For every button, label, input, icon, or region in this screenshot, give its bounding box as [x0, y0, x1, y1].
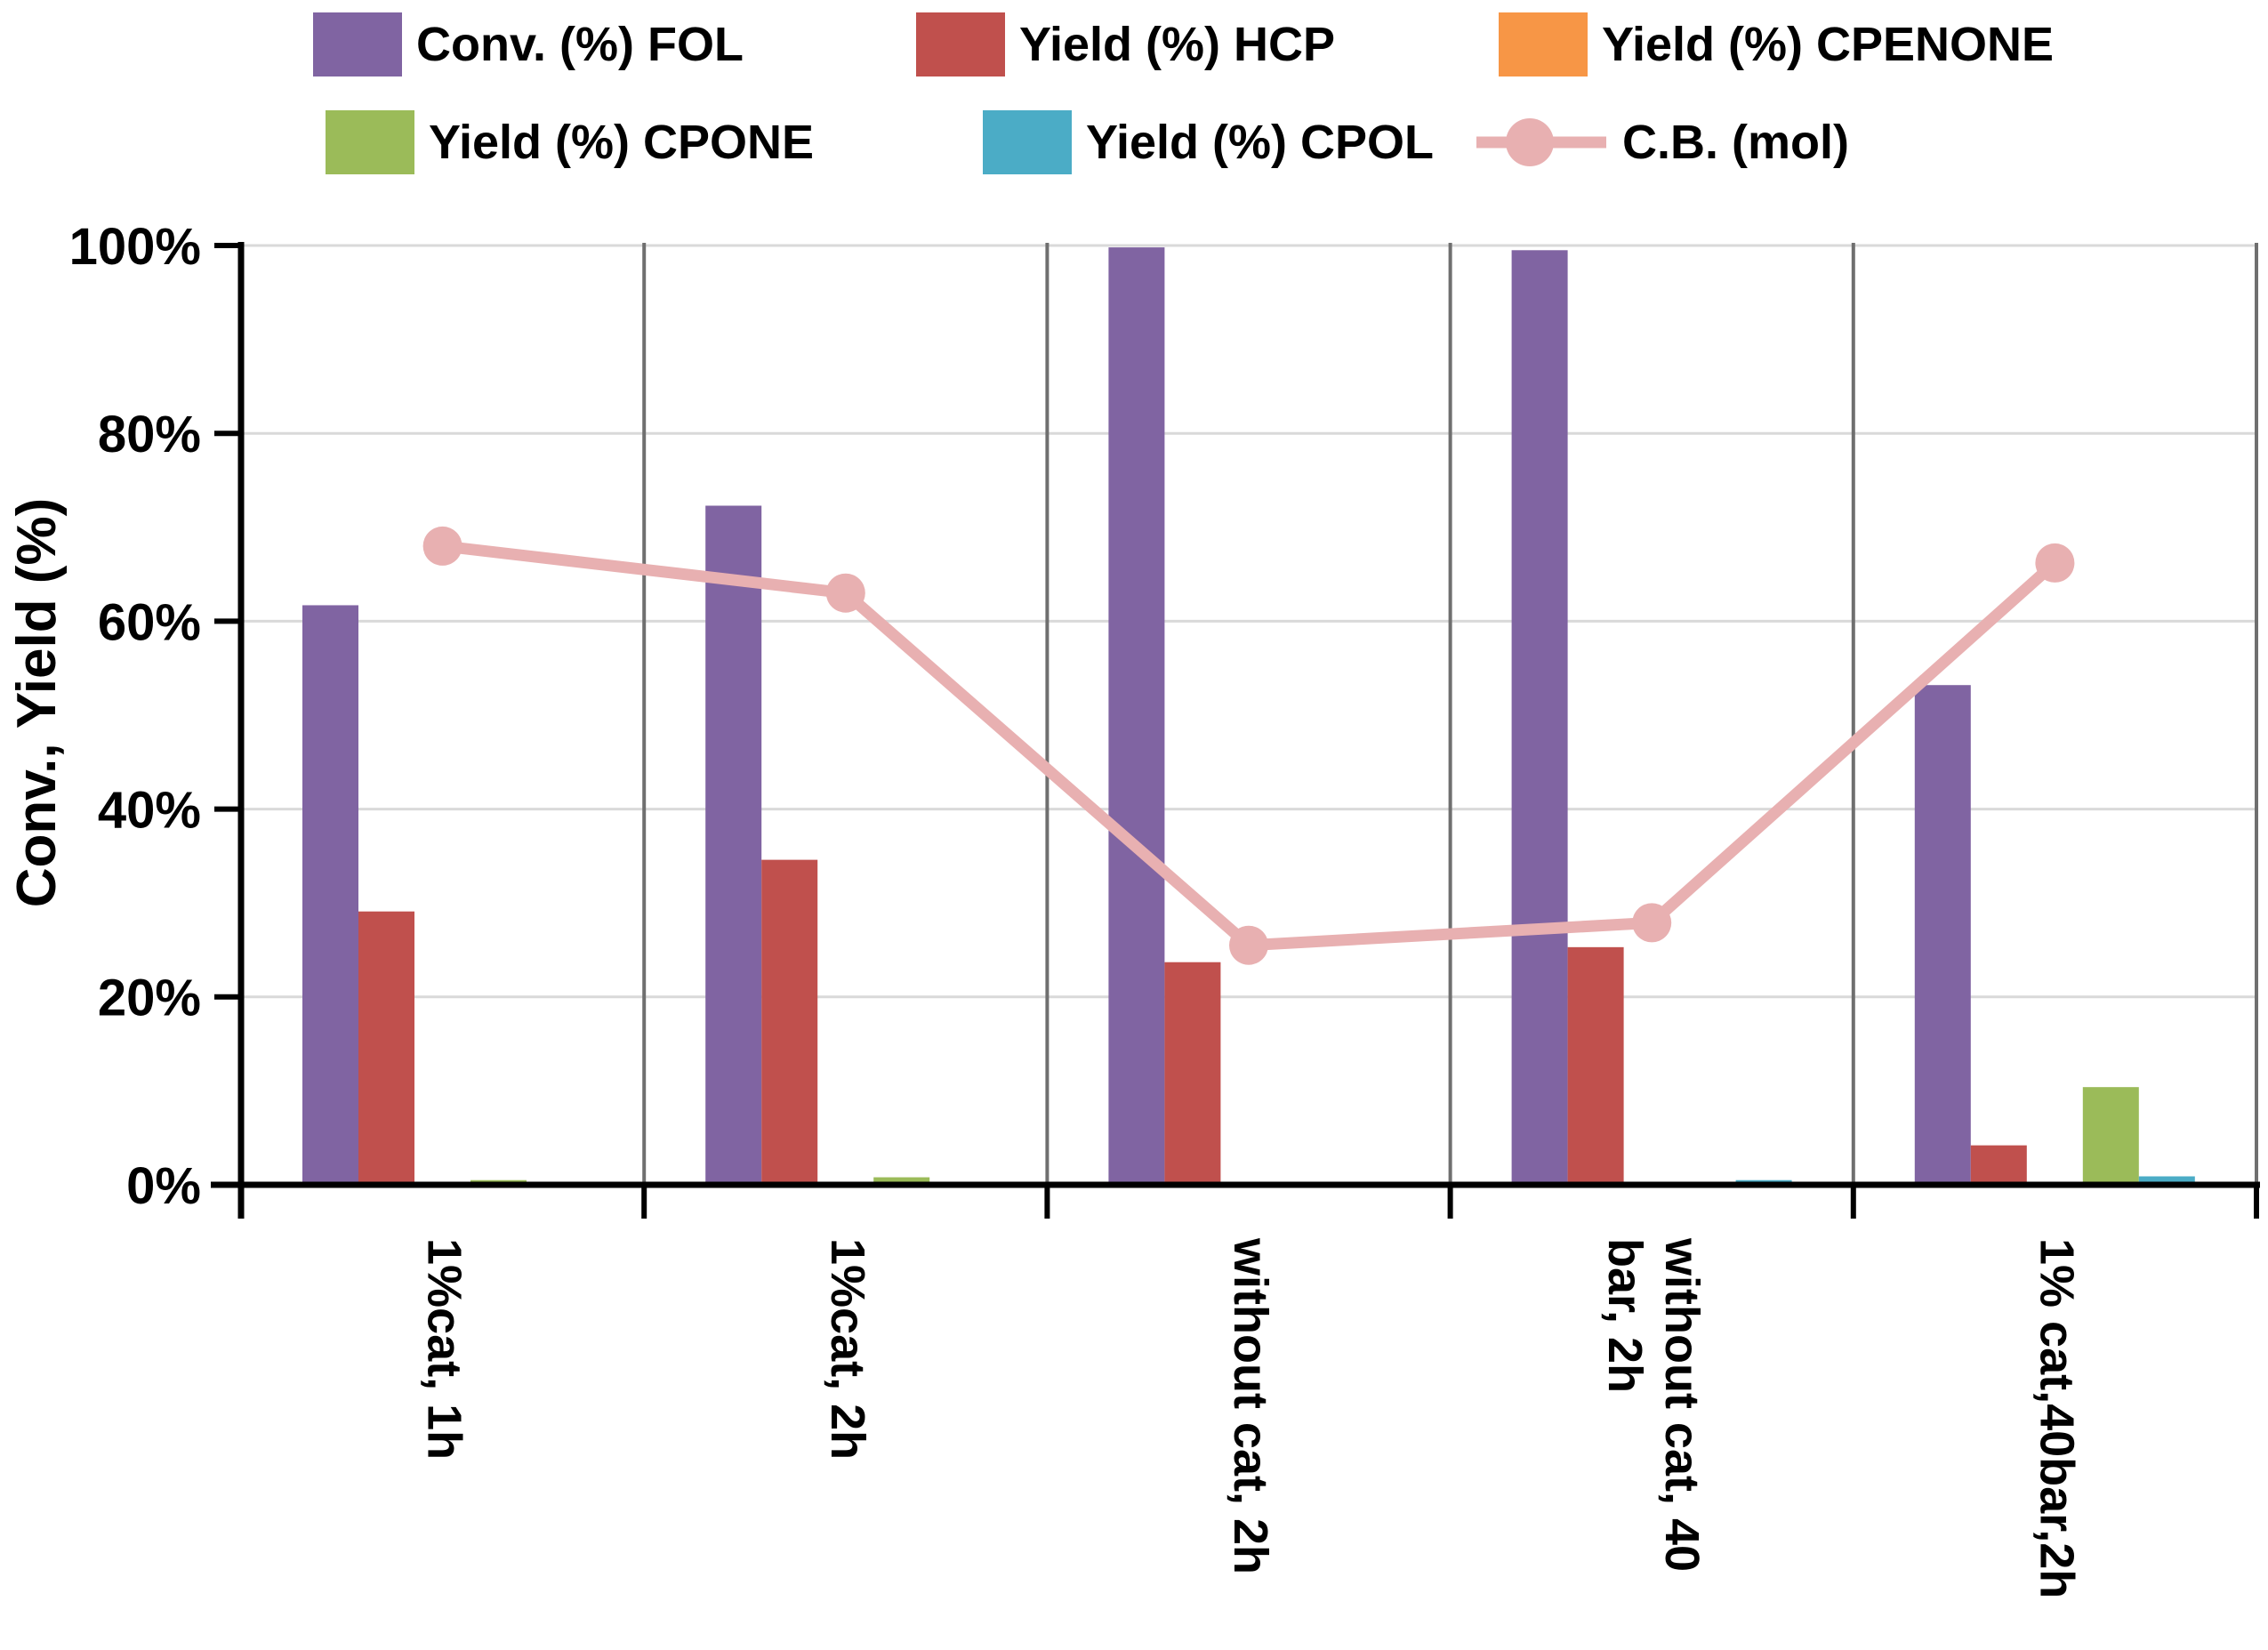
x-category-label-2: without cat, 2h — [1224, 1237, 1277, 1574]
legend-item-yield-cpol: Yield (%) CPOL — [983, 110, 1434, 174]
cb-marker-1 — [825, 573, 865, 613]
bar-conv-fol-1 — [705, 505, 762, 1185]
cb-marker-0 — [422, 526, 462, 566]
bar-conv-fol-4 — [1914, 685, 1971, 1185]
cb-marker-2 — [1229, 925, 1268, 965]
bar-yield-hcp-2 — [1164, 962, 1221, 1185]
legend-swatch-yield-hcp — [916, 12, 1005, 76]
legend-swatch-yield-cpenone — [1499, 12, 1588, 76]
legend-label-yield-cpol: Yield (%) CPOL — [1086, 116, 1435, 169]
x-category-label-3-line-1: bar, 2h — [1598, 1238, 1652, 1393]
legend-item-conv-fol: Conv. (%) FOL — [313, 12, 744, 76]
bar-yield-cpone-1 — [873, 1177, 930, 1185]
x-category-label-3-line-0: without cat, 40 — [1655, 1237, 1709, 1572]
y-tick-label-40: 40% — [98, 781, 201, 839]
legend-label-cb-mol: C.B. (mol) — [1622, 116, 1849, 169]
legend-item-cb-mol: C.B. (mol) — [1475, 110, 1849, 174]
bar-yield-hcp-3 — [1567, 946, 1624, 1185]
y-tick-label-100: 100% — [69, 218, 201, 276]
x-category-label-4: 1% cat,40bar,2h — [2030, 1238, 2083, 1598]
legend-swatch-conv-fol — [313, 12, 402, 76]
legend-swatch-yield-cpol — [983, 110, 1072, 174]
legend-label-conv-fol: Conv. (%) FOL — [416, 18, 744, 71]
y-tick-label-60: 60% — [98, 593, 201, 651]
bar-yield-cpone-4 — [2082, 1087, 2139, 1185]
legend-item-yield-cpenone: Yield (%) CPENONE — [1499, 12, 2054, 76]
y-tick-label-80: 80% — [98, 406, 201, 463]
bar-conv-fol-2 — [1108, 247, 1165, 1185]
legend-swatch-yield-cpone — [326, 110, 414, 174]
x-category-label-1: 1%cat, 2h — [821, 1238, 874, 1460]
bar-yield-cpol-4 — [2138, 1176, 2195, 1185]
cb-marker-4 — [2035, 543, 2075, 583]
x-category-label-0: 1%cat, 1h — [418, 1238, 471, 1460]
cb-line — [437, 540, 2061, 952]
legend-item-yield-cpone: Yield (%) CPONE — [326, 110, 814, 174]
legend-label-yield-hcp: Yield (%) HCP — [1019, 18, 1336, 71]
legend-label-yield-cpone: Yield (%) CPONE — [429, 116, 815, 169]
bar-yield-hcp-4 — [1970, 1145, 2027, 1185]
y-tick-label-20: 20% — [98, 970, 201, 1027]
legend-item-yield-hcp: Yield (%) HCP — [916, 12, 1335, 76]
bar-yield-hcp-0 — [358, 911, 414, 1185]
y-tick-label-0: 0% — [126, 1157, 201, 1215]
bar-conv-fol-3 — [1511, 250, 1568, 1185]
bar-yield-hcp-1 — [761, 859, 818, 1185]
cb-marker-3 — [1632, 903, 1672, 943]
y-axis-title: Conv., Yield (%) — [6, 498, 68, 907]
line-marker-icon — [1476, 118, 1606, 166]
legend-label-yield-cpenone: Yield (%) CPENONE — [1602, 18, 2055, 71]
bar-conv-fol-0 — [302, 605, 358, 1185]
